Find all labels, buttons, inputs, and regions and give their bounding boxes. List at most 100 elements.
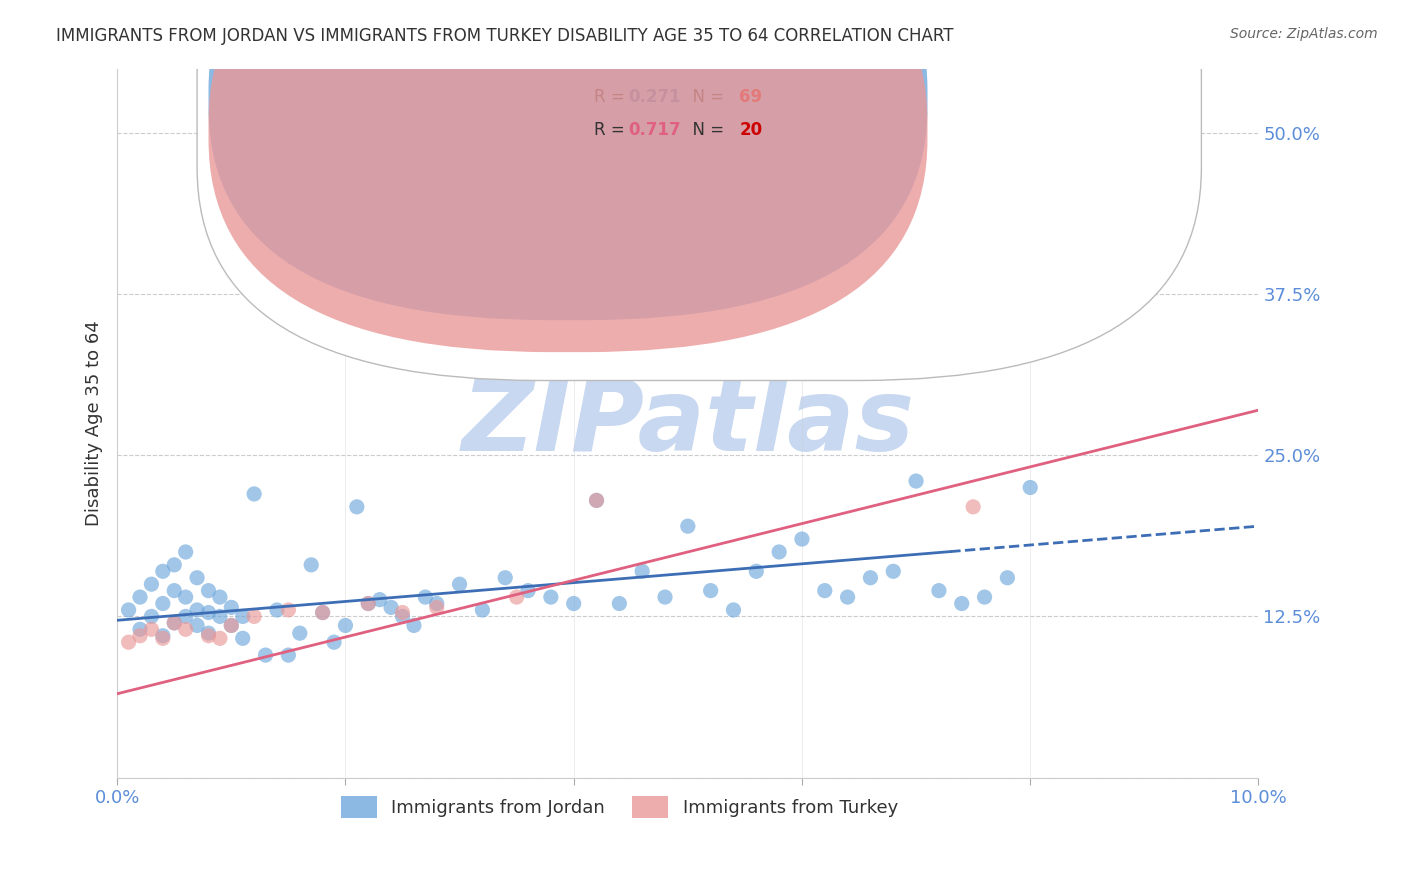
- Point: [517, 583, 540, 598]
- Point: [129, 629, 152, 643]
- Text: IMMIGRANTS FROM JORDAN VS IMMIGRANTS FROM TURKEY DISABILITY AGE 35 TO 64 CORRELA: IMMIGRANTS FROM JORDAN VS IMMIGRANTS FRO…: [56, 27, 953, 45]
- Point: [335, 618, 357, 632]
- Point: [277, 648, 299, 662]
- Point: [631, 564, 654, 578]
- Point: [232, 632, 254, 646]
- Text: 0.717: 0.717: [628, 121, 681, 139]
- Point: [197, 629, 219, 643]
- Point: [221, 600, 243, 615]
- Point: [152, 597, 174, 611]
- Point: [905, 474, 928, 488]
- Point: [1019, 481, 1042, 495]
- Point: [562, 597, 585, 611]
- Point: [471, 603, 494, 617]
- Point: [243, 609, 266, 624]
- Point: [882, 564, 904, 578]
- Point: [859, 571, 882, 585]
- Point: [163, 583, 186, 598]
- Point: [254, 648, 277, 662]
- Point: [266, 603, 288, 617]
- FancyBboxPatch shape: [197, 0, 1201, 381]
- Point: [129, 590, 152, 604]
- Point: [197, 583, 219, 598]
- Point: [174, 590, 197, 604]
- Text: ZIPatlas: ZIPatlas: [461, 375, 914, 472]
- Point: [186, 603, 208, 617]
- Point: [494, 571, 516, 585]
- Point: [163, 615, 186, 630]
- Point: [357, 597, 380, 611]
- Text: 69: 69: [740, 88, 762, 106]
- Point: [973, 590, 995, 604]
- Point: [163, 558, 186, 572]
- Point: [950, 597, 973, 611]
- Point: [995, 571, 1018, 585]
- Point: [208, 590, 231, 604]
- Point: [208, 609, 231, 624]
- FancyBboxPatch shape: [208, 0, 928, 352]
- Point: [311, 606, 333, 620]
- Point: [232, 609, 254, 624]
- Text: N =: N =: [682, 88, 730, 106]
- Point: [790, 532, 813, 546]
- Point: [221, 618, 243, 632]
- Point: [699, 583, 721, 598]
- Point: [380, 600, 402, 615]
- Point: [814, 583, 837, 598]
- Point: [585, 493, 607, 508]
- Point: [426, 600, 449, 615]
- Point: [415, 590, 437, 604]
- Point: [357, 597, 380, 611]
- Point: [141, 609, 163, 624]
- Point: [391, 606, 413, 620]
- Point: [243, 487, 266, 501]
- Legend: Immigrants from Jordan, Immigrants from Turkey: Immigrants from Jordan, Immigrants from …: [333, 789, 905, 825]
- Point: [141, 577, 163, 591]
- Point: [152, 629, 174, 643]
- Point: [174, 609, 197, 624]
- Point: [197, 606, 219, 620]
- Point: [723, 603, 745, 617]
- Y-axis label: Disability Age 35 to 64: Disability Age 35 to 64: [86, 320, 103, 526]
- Point: [928, 583, 950, 598]
- Point: [152, 564, 174, 578]
- Point: [186, 618, 208, 632]
- Point: [311, 606, 333, 620]
- Point: [676, 519, 699, 533]
- Point: [208, 632, 231, 646]
- Text: R =: R =: [595, 88, 630, 106]
- Point: [790, 274, 813, 288]
- Point: [299, 558, 322, 572]
- Point: [609, 597, 631, 611]
- Point: [141, 623, 163, 637]
- Point: [197, 626, 219, 640]
- Point: [174, 623, 197, 637]
- Point: [288, 626, 311, 640]
- Point: [768, 545, 790, 559]
- Point: [1133, 203, 1156, 218]
- Text: 0.271: 0.271: [628, 88, 681, 106]
- Point: [117, 635, 139, 649]
- Text: R =: R =: [595, 121, 630, 139]
- Point: [277, 603, 299, 617]
- Point: [402, 618, 425, 632]
- Point: [449, 577, 471, 591]
- Point: [505, 590, 527, 604]
- Point: [540, 590, 562, 604]
- Text: 20: 20: [740, 121, 762, 139]
- Point: [152, 632, 174, 646]
- Point: [391, 609, 413, 624]
- Point: [174, 545, 197, 559]
- FancyBboxPatch shape: [208, 0, 928, 320]
- Point: [129, 623, 152, 637]
- Point: [585, 493, 607, 508]
- Point: [654, 590, 676, 604]
- Point: [837, 590, 859, 604]
- Point: [745, 564, 768, 578]
- Point: [323, 635, 346, 649]
- Point: [186, 571, 208, 585]
- Point: [368, 592, 391, 607]
- Text: N =: N =: [682, 121, 730, 139]
- Point: [346, 500, 368, 514]
- Point: [221, 618, 243, 632]
